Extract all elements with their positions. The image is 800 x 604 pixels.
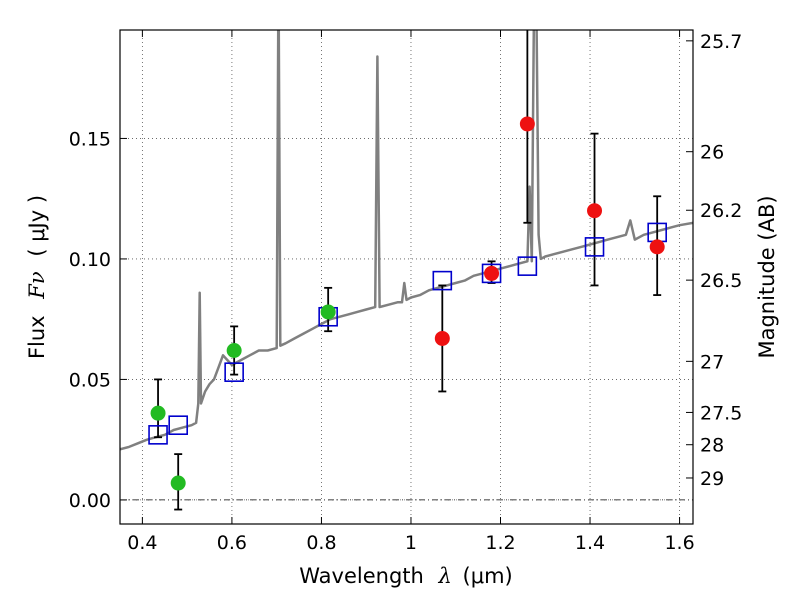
nir-measurement-point: [519, 116, 535, 132]
magnitude-axis-label: Magnitude (AB): [755, 195, 779, 358]
y-axis-label: Flux Fν ( μJy ): [25, 195, 49, 359]
y-tick-label: 0.15: [69, 128, 111, 150]
model-box-marker: [224, 362, 244, 382]
optical-measurement-point: [320, 304, 336, 320]
magnitude-tick-label: 26.5: [700, 270, 742, 292]
x-axis-label-text: Wavelength: [299, 564, 424, 588]
model-box-marker: [517, 256, 538, 276]
magnitude-tick-label: 27.5: [700, 402, 742, 424]
x-tick-label: 0.6: [217, 532, 247, 554]
magnitude-axis-ticks: 25.7 26 26.2 26.5 27 27.5 28 29: [686, 31, 742, 490]
magnitude-tick-label: 25.7: [700, 31, 742, 53]
x-axis-label: Wavelength λ (μm): [299, 564, 512, 588]
optical-measurement-point: [170, 475, 186, 491]
model-box-marker: [168, 415, 188, 436]
magnitude-tick-label: 26.2: [700, 200, 742, 222]
x-axis-label-unit: (μm): [463, 564, 513, 588]
y-axis-ticks: 0.00 0.05 0.10 0.15: [69, 128, 127, 512]
grid-lines: [120, 30, 693, 524]
x-axis-label-symbol: λ: [438, 564, 452, 588]
optical-measurement-point: [226, 342, 242, 358]
magnitude-tick-label: 27: [700, 351, 724, 373]
magnitude-tick-label: 29: [700, 468, 724, 490]
magnitude-tick-label: 26: [700, 142, 724, 164]
spectrum-layer: [120, 30, 693, 451]
magnitude-tick-label: 28: [700, 435, 724, 457]
y-tick-label: 0.10: [69, 249, 111, 271]
y-tick-label: 0.00: [69, 490, 111, 512]
model-boxes: [148, 222, 667, 445]
x-axis-ticks: 0.4 0.6 0.8 1 1.2 1.4 1.6: [127, 30, 695, 554]
y-axis-label-text: Flux: [25, 315, 49, 359]
x-tick-label: 1: [405, 532, 417, 554]
x-tick-label: 0.8: [306, 532, 336, 554]
x-tick-label: 1.2: [485, 532, 515, 554]
nir-measurement-point: [649, 239, 665, 255]
model-box-marker: [432, 270, 453, 291]
measurement-points: [150, 116, 665, 491]
x-tick-label: 0.4: [127, 532, 157, 554]
model-box-marker: [584, 237, 605, 257]
error-bars: [154, 30, 662, 511]
x-tick-label: 1.4: [575, 532, 605, 554]
spectrum-line: [120, 30, 693, 451]
model-box-marker: [148, 425, 168, 445]
y-axis-label-unit: ( μJy ): [25, 195, 49, 257]
nir-measurement-point: [587, 203, 603, 219]
plot-frame: [119, 29, 694, 525]
nir-measurement-point: [484, 265, 500, 281]
x-tick-label: 1.6: [664, 532, 694, 554]
y-axis-label-symbol: Fν: [25, 271, 49, 300]
y-tick-label: 0.05: [69, 369, 111, 391]
nir-measurement-point: [434, 330, 450, 346]
optical-measurement-point: [150, 405, 166, 421]
model-box-marker: [481, 263, 502, 284]
